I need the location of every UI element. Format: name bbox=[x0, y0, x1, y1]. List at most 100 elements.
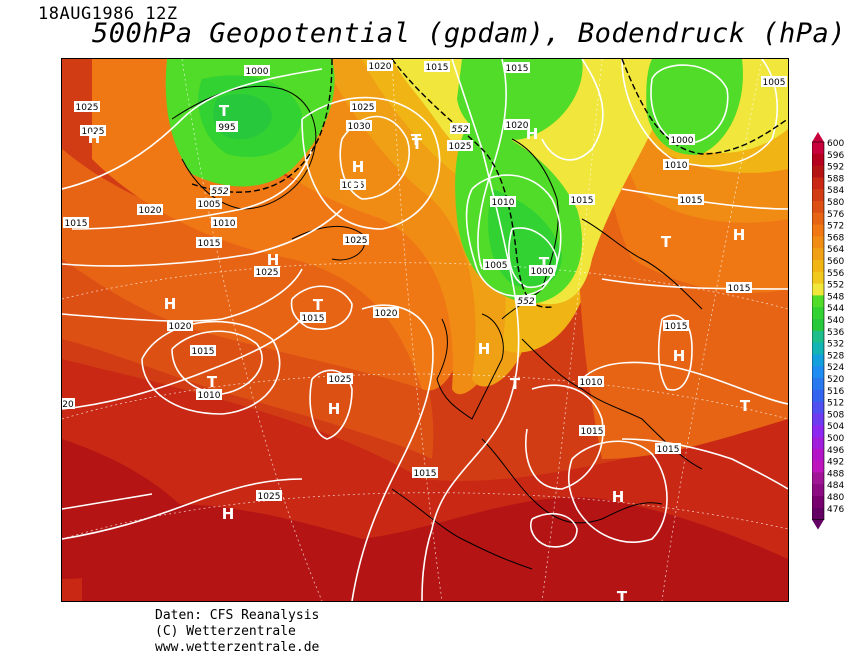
legend-swatch bbox=[812, 201, 824, 214]
legend-label: 536 bbox=[827, 328, 844, 338]
pressure-system: T bbox=[207, 373, 218, 391]
pressure-label: 1025 bbox=[80, 125, 106, 137]
legend-label: 516 bbox=[827, 387, 844, 397]
legend-swatch bbox=[812, 354, 824, 367]
legend-label: 532 bbox=[827, 340, 844, 350]
map-datestamp: 18AUG1986 12Z bbox=[38, 4, 178, 24]
pressure-label: 1010 bbox=[490, 196, 516, 208]
legend-swatch bbox=[812, 236, 824, 249]
legend-swatch bbox=[812, 307, 824, 320]
legend-swatch bbox=[812, 472, 824, 485]
pressure-system: H bbox=[526, 125, 539, 143]
legend-swatch bbox=[812, 330, 824, 343]
pressure-label: 1010 bbox=[578, 376, 604, 388]
legend-swatch bbox=[812, 484, 824, 497]
pressure-system: T bbox=[617, 588, 628, 601]
svg-text:1005: 1005 bbox=[763, 78, 786, 88]
svg-text:1010: 1010 bbox=[580, 378, 603, 388]
legend-swatch bbox=[812, 271, 824, 284]
svg-text:1025: 1025 bbox=[256, 268, 279, 278]
credits: Daten: CFS Reanalysis (C) Wetterzentrale… bbox=[155, 608, 319, 656]
pressure-label: 1000 bbox=[244, 65, 270, 77]
legend-label: 540 bbox=[827, 316, 844, 326]
legend-swatch bbox=[812, 437, 824, 450]
graticule bbox=[62, 59, 788, 601]
pressure-label: 1015 bbox=[63, 217, 89, 229]
geopotential-label: 552 bbox=[450, 123, 470, 135]
legend-swatch bbox=[812, 401, 824, 414]
pressure-label: 1015 bbox=[579, 425, 605, 437]
geopotential-label: 552 bbox=[210, 185, 230, 197]
pressure-system: T bbox=[313, 296, 324, 314]
pressure-system: H bbox=[222, 505, 235, 523]
svg-text:1010: 1010 bbox=[665, 161, 688, 171]
legend-swatch bbox=[812, 165, 824, 178]
pressure-system: T bbox=[539, 254, 550, 272]
svg-text:552: 552 bbox=[517, 297, 534, 307]
legend-label: 584 bbox=[827, 186, 844, 196]
svg-text:1015: 1015 bbox=[506, 64, 529, 74]
low-east-green bbox=[646, 59, 743, 155]
credits-website[interactable]: www.wetterzentrale.de bbox=[155, 640, 320, 655]
pressure-label: 1030 bbox=[346, 120, 372, 132]
legend-label: 548 bbox=[827, 292, 844, 302]
svg-text:552: 552 bbox=[451, 125, 468, 135]
legend-swatch bbox=[812, 378, 824, 391]
svg-text:1000: 1000 bbox=[671, 136, 694, 146]
pressure-system: H bbox=[267, 251, 280, 269]
pressure-system: T bbox=[740, 397, 751, 415]
pressure-label: 1015 bbox=[726, 282, 752, 294]
pressure-label: 1015 bbox=[300, 312, 326, 324]
svg-text:995: 995 bbox=[218, 123, 235, 133]
pressure-label: 20 bbox=[62, 398, 75, 410]
pressure-label: 1005 bbox=[196, 198, 222, 210]
weather-map: 1000 995 1020 1015 1015 1005 1025 1025 1… bbox=[61, 58, 789, 602]
pressure-system: T bbox=[219, 102, 230, 120]
legend-swatch bbox=[812, 189, 824, 202]
svg-text:1015: 1015 bbox=[65, 219, 88, 229]
pressure-label: 1025 bbox=[254, 266, 280, 278]
pressure-system: H bbox=[733, 226, 746, 244]
pressure-label: 1015 bbox=[196, 237, 222, 249]
svg-text:1015: 1015 bbox=[657, 445, 680, 455]
svg-text:1025: 1025 bbox=[352, 103, 375, 113]
low-north-green bbox=[457, 59, 583, 140]
pressure-label: 1015 bbox=[569, 194, 595, 206]
svg-text:1015: 1015 bbox=[192, 347, 215, 357]
svg-text:1025: 1025 bbox=[329, 375, 352, 385]
svg-text:1015: 1015 bbox=[728, 284, 751, 294]
svg-text:552: 552 bbox=[211, 187, 228, 197]
svg-text:1015: 1015 bbox=[198, 239, 221, 249]
pressure-label: 1020 bbox=[367, 60, 393, 72]
svg-text:1015: 1015 bbox=[426, 63, 449, 73]
credits-copyright: (C) Wetterzentrale bbox=[155, 624, 296, 639]
svg-text:1025: 1025 bbox=[76, 103, 99, 113]
geopotential-label-group: 552 552 552 bbox=[210, 123, 536, 307]
map-title: 500hPa Geopotential (gpdam), Bodendruck … bbox=[92, 18, 846, 49]
pressure-system: T bbox=[510, 375, 521, 393]
pressure-label: 1015 bbox=[663, 320, 689, 332]
legend-label: 544 bbox=[827, 304, 844, 314]
pressure-label: 1005 bbox=[483, 259, 509, 271]
svg-text:1035: 1035 bbox=[342, 181, 365, 191]
legend-label: 580 bbox=[827, 198, 844, 208]
legend-label: 592 bbox=[827, 163, 844, 173]
svg-text:1000: 1000 bbox=[246, 67, 269, 77]
legend-label: 560 bbox=[827, 257, 844, 267]
svg-text:1010: 1010 bbox=[213, 219, 236, 229]
field-592 bbox=[82, 497, 788, 601]
legend-arrow-bottom bbox=[812, 519, 824, 530]
legend-swatch bbox=[812, 224, 824, 237]
pressure-label: 1025 bbox=[447, 140, 473, 152]
svg-text:1025: 1025 bbox=[345, 236, 368, 246]
legend-label: 488 bbox=[827, 469, 844, 479]
legend-label: 528 bbox=[827, 351, 844, 361]
legend-label: 564 bbox=[827, 245, 844, 255]
svg-text:1015: 1015 bbox=[680, 196, 703, 206]
pressure-label: 1010 bbox=[211, 217, 237, 229]
legend-label: 500 bbox=[827, 434, 844, 444]
legend-swatch bbox=[812, 283, 824, 296]
svg-text:1005: 1005 bbox=[198, 200, 221, 210]
pressure-system: H bbox=[352, 158, 365, 176]
field-592-west bbox=[62, 439, 202, 579]
